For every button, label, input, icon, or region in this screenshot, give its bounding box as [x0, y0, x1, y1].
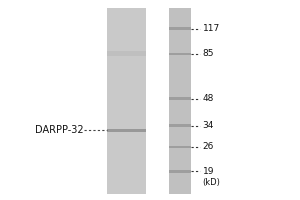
Bar [169, 97, 190, 100]
Text: 26: 26 [202, 142, 214, 151]
Text: DARPP-32: DARPP-32 [35, 125, 84, 135]
Text: (kD): (kD) [202, 178, 220, 187]
Text: 19: 19 [202, 167, 214, 176]
Bar [106, 129, 146, 132]
Bar [169, 27, 190, 30]
Text: 34: 34 [202, 121, 214, 130]
Bar [169, 170, 190, 173]
Text: 48: 48 [202, 94, 214, 103]
Bar [169, 146, 190, 148]
Bar [106, 8, 146, 194]
Text: 85: 85 [202, 49, 214, 58]
Bar [169, 8, 190, 194]
Bar [106, 51, 146, 56]
Bar [169, 53, 190, 55]
Text: 117: 117 [202, 24, 220, 33]
Bar [169, 124, 190, 127]
